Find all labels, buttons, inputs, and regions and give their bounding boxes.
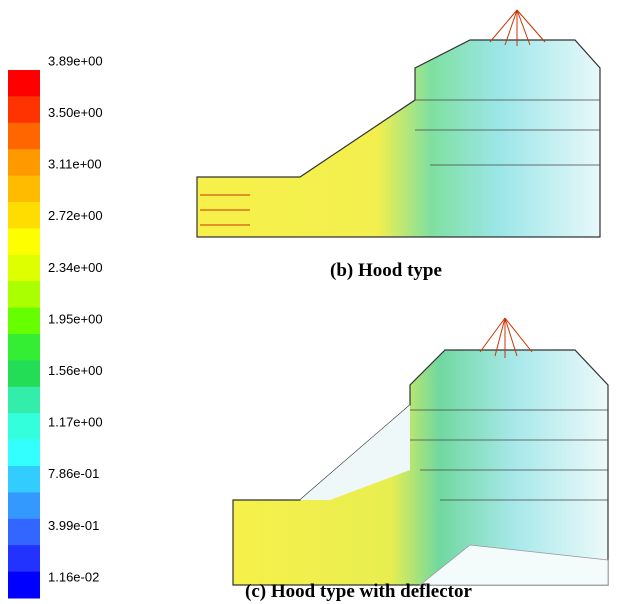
colorbar-segment (8, 519, 40, 546)
colorbar-label: 3.11e+00 (48, 157, 102, 172)
colorbar-label: 7.86e-01 (48, 466, 99, 481)
colorbar-label: 1.95e+00 (48, 311, 103, 326)
caption: (c) Hood type with deflector (245, 581, 472, 602)
colorbar-segment (8, 123, 40, 150)
colorbar-label: 1.17e+00 (48, 415, 103, 430)
colorbar-label: 1.16e-02 (48, 569, 99, 584)
colorbar-segment (8, 255, 40, 282)
colorbar-segment (8, 281, 40, 308)
colorbar-segment (8, 176, 40, 203)
colorbar-segment (8, 334, 40, 361)
page: 3.89e+00 3.50e+00 3.11e+00 2.72e+00 2.34e+00… (0, 0, 617, 604)
hood-diagram-c: (c) Hood type with deflector (233, 318, 608, 602)
colorbar-label: 2.72e+00 (48, 208, 103, 223)
figure: 3.89e+00 3.50e+00 3.11e+00 2.72e+00 2.34e+00… (0, 0, 617, 604)
colorbar-segment (8, 149, 40, 176)
colorbar-segment (8, 228, 40, 255)
colorbar-label: 1.56e+00 (48, 363, 103, 378)
caption: (b) Hood type (330, 260, 442, 281)
hood-diagram-b: (b) Hood type (197, 10, 600, 281)
colorbar (8, 70, 40, 599)
colorbar-segment (8, 545, 40, 572)
colorbar-segment (8, 413, 40, 440)
colorbar-segment (8, 202, 40, 229)
colorbar-segment (8, 308, 40, 335)
colorbar-segment (8, 492, 40, 519)
colorbar-label: 2.34e+00 (48, 260, 103, 275)
colorbar-segment (8, 70, 40, 97)
colorbar-label: 3.89e+00 (48, 53, 103, 68)
colorbar-labels: 3.89e+00 3.50e+00 3.11e+00 2.72e+00 2.34e+00… (48, 53, 103, 584)
colorbar-segment (8, 387, 40, 414)
colorbar-segment (8, 96, 40, 123)
colorbar-label: 3.99e-01 (48, 518, 99, 533)
colorbar-label: 3.50e+00 (48, 105, 103, 120)
colorbar-segment (8, 572, 40, 599)
colorbar-segment (8, 466, 40, 493)
colorbar-segment (8, 360, 40, 387)
colorbar-segment (8, 440, 40, 467)
